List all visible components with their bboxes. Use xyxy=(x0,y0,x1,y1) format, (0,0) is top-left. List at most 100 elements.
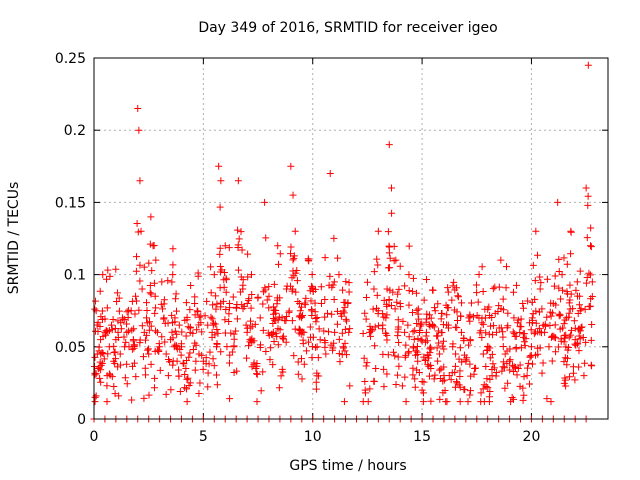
data-point xyxy=(501,350,509,358)
chart-title: Day 349 of 2016, SRMTID for receiver ige… xyxy=(198,20,497,36)
data-point xyxy=(107,321,115,329)
data-point xyxy=(213,340,221,348)
data-point xyxy=(389,348,397,356)
data-point xyxy=(171,318,179,326)
data-point xyxy=(305,338,313,346)
data-point xyxy=(425,321,433,329)
data-point xyxy=(583,234,591,242)
data-point xyxy=(448,369,456,377)
data-point xyxy=(419,398,427,406)
data-point xyxy=(111,325,119,333)
data-point xyxy=(136,277,144,285)
data-point xyxy=(369,305,377,313)
data-point xyxy=(587,242,595,250)
data-point xyxy=(110,383,118,391)
data-point xyxy=(141,364,149,372)
data-point xyxy=(290,352,298,360)
data-point xyxy=(291,227,299,235)
data-point xyxy=(439,337,447,345)
data-point xyxy=(524,359,532,367)
data-point xyxy=(216,250,224,258)
data-point xyxy=(345,288,353,296)
data-point xyxy=(162,390,170,398)
data-point xyxy=(230,369,238,377)
data-point xyxy=(506,356,514,364)
data-point xyxy=(133,220,141,228)
data-point xyxy=(501,384,509,392)
data-point xyxy=(187,281,195,289)
data-point xyxy=(345,328,353,336)
data-point xyxy=(339,286,347,294)
data-point xyxy=(503,324,511,332)
data-point xyxy=(410,335,418,343)
data-point xyxy=(300,360,308,368)
data-point xyxy=(497,305,505,313)
data-point xyxy=(503,360,511,368)
data-point xyxy=(267,344,275,352)
data-point xyxy=(326,170,334,178)
data-point xyxy=(217,303,225,311)
data-point xyxy=(523,372,531,380)
data-point xyxy=(198,351,206,359)
data-point xyxy=(411,383,419,391)
data-point xyxy=(581,359,589,367)
data-point xyxy=(132,292,140,300)
data-point xyxy=(412,289,420,297)
data-point xyxy=(243,324,251,332)
data-point xyxy=(135,306,143,314)
data-point xyxy=(581,305,589,313)
data-point xyxy=(479,320,487,328)
data-point xyxy=(323,309,331,317)
data-point xyxy=(253,370,261,378)
data-point xyxy=(196,379,204,387)
data-point xyxy=(486,311,494,319)
data-point xyxy=(566,281,574,289)
data-point xyxy=(430,375,438,383)
data-point xyxy=(363,278,371,286)
x-axis-label: GPS time / hours xyxy=(289,458,406,474)
data-point xyxy=(175,372,183,380)
data-point xyxy=(208,333,216,341)
y-tick-label: 0.1 xyxy=(64,268,86,284)
data-point xyxy=(455,355,463,363)
data-point xyxy=(523,364,531,372)
data-point xyxy=(535,308,543,316)
data-point xyxy=(115,307,123,315)
data-point xyxy=(269,361,277,369)
data-point xyxy=(301,299,309,307)
data-point xyxy=(159,305,167,313)
data-point xyxy=(150,241,158,249)
data-point xyxy=(112,265,120,273)
data-point xyxy=(335,335,343,343)
data-point xyxy=(189,346,197,354)
data-point xyxy=(467,372,475,380)
data-point xyxy=(236,288,244,296)
data-point xyxy=(114,317,122,325)
data-point xyxy=(467,387,475,395)
data-point xyxy=(587,224,595,232)
data-point xyxy=(530,330,538,338)
y-tick-label: 0.25 xyxy=(55,51,86,67)
data-point xyxy=(212,371,220,379)
data-point xyxy=(108,326,116,334)
data-point xyxy=(191,366,199,374)
data-point xyxy=(492,372,500,380)
data-point xyxy=(177,340,185,348)
data-point xyxy=(115,392,123,400)
data-point xyxy=(144,345,152,353)
data-point xyxy=(259,300,267,308)
data-point xyxy=(262,348,270,356)
data-point xyxy=(519,304,527,312)
data-point xyxy=(147,322,155,330)
data-point xyxy=(276,294,284,302)
data-point xyxy=(199,365,207,373)
data-point xyxy=(379,310,387,318)
data-point xyxy=(308,343,316,351)
data-point xyxy=(449,282,457,290)
data-point xyxy=(482,363,490,371)
data-point xyxy=(213,381,221,389)
data-point xyxy=(131,310,139,318)
data-point xyxy=(173,330,181,338)
data-point xyxy=(456,383,464,391)
data-point xyxy=(529,261,537,269)
